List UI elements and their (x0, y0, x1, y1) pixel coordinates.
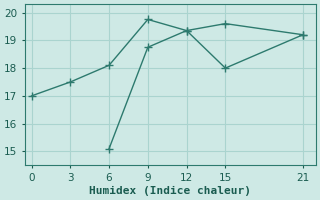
X-axis label: Humidex (Indice chaleur): Humidex (Indice chaleur) (90, 186, 252, 196)
